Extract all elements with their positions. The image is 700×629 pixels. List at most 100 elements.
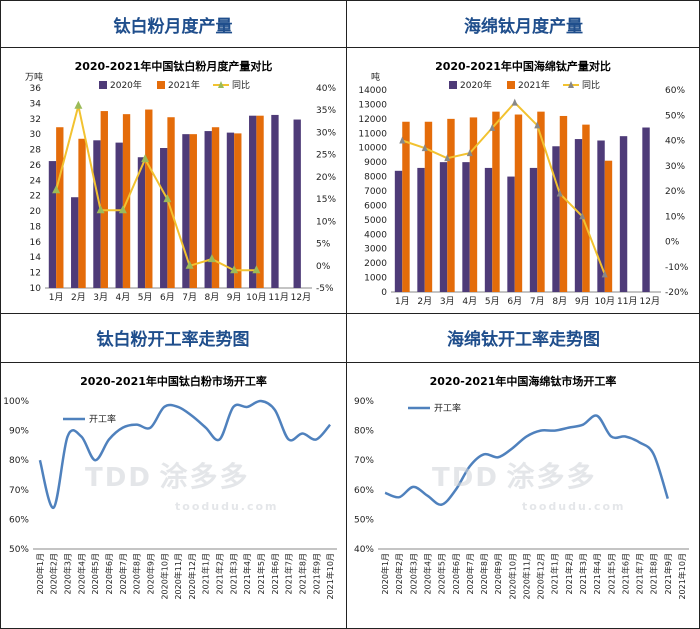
y-tick-label: 36 [30,84,42,94]
chart-sponge-rate: 2020-2021年中国海绵钛市场开工率 40% 50% 60% 70% 80% 90% 20… [354,374,689,600]
x-tick-label: 10月 [246,292,266,303]
x-tick-label: 7月 [182,292,197,303]
y-tick-label: 50% [354,515,374,525]
y2-tick-label: 40% [316,84,336,94]
legend-label-yoy: 同比 [232,79,250,91]
y-tick-label: 28 [30,146,42,156]
y-tick-label: 30 [30,130,42,140]
x-tick-label: 2021年5月 [256,553,266,594]
x-tick-label: 11月 [617,296,637,307]
x-tick-label: 2021年9月 [311,553,321,594]
y-tick-label: 60% [354,486,374,496]
row-divider-2 [0,313,700,314]
y2-tick-label: 35% [316,106,336,116]
yoy-marker [556,189,563,197]
x-tick-label: 2020年1月 [35,553,45,594]
x-tick-label: 2021年7月 [635,553,645,594]
yoy-line [55,105,257,272]
x-tick-label: 2021年3月 [228,553,238,594]
bar-2021 [492,111,500,292]
x-tick-label: 2020年9月 [493,553,503,594]
y-tick-label: 32 [30,115,41,125]
header-tio2-rate: 钛白粉开工率走势图 [96,329,250,350]
y-tick-label: 80% [354,427,374,437]
bar-2021 [189,134,197,288]
header-tio2-output: 钛白粉月度产量 [113,16,233,37]
bar-2021 [145,109,153,289]
x-tick-label: 2020年8月 [132,553,142,594]
bar-2021 [56,127,64,288]
legend-swatch-2021 [157,81,165,89]
bar-2020 [619,136,628,292]
bar-2020 [71,197,79,288]
chart-title: 2020-2021年中国钛白粉月度产量对比 [75,59,273,73]
x-tick-label: 2021年10月 [677,553,687,600]
y-tick-label: 3000 [364,245,387,255]
yoy-marker [252,265,261,274]
yoy-marker [421,144,428,152]
bar-2020 [417,167,425,292]
x-tick-label: 2020年10月 [159,553,169,600]
bar-2020 [226,132,235,288]
y-tick-label: 22 [30,192,41,202]
x-tick-label: 9月 [575,296,590,307]
x-tick-label: 2021年7月 [284,553,294,594]
bar-2020 [160,148,168,288]
y2-tick-label: 40% [665,137,685,147]
bar-2020 [182,134,190,288]
yoy-marker [163,194,172,203]
y-tick-label: 2000 [364,259,387,269]
y-tick-label: 90% [9,427,29,437]
yoy-marker [534,121,541,129]
y2-tick-label: 15% [316,195,336,205]
bar-2021 [211,127,220,288]
y2-tick-label: 30% [665,162,685,172]
chart-title: 2020-2021年中国钛白粉市场开工率 [80,374,267,388]
y2-tick-label: -5% [316,284,334,294]
y-tick-label: 14 [30,253,42,263]
y-tick-label: 14000 [358,86,387,96]
y2-tick-label: 0% [316,262,331,272]
yoy-marker [444,154,451,162]
x-tick-label: 12月 [291,292,311,303]
legend-swatch-2020 [99,81,107,89]
x-tick-label: 2021年10月 [325,553,335,600]
bar-2020 [204,131,212,288]
bar-2020 [574,139,583,292]
y-tick-label: 10000 [358,144,387,154]
bar-2021 [537,111,545,292]
bar-2021 [234,133,242,288]
yoy-marker [489,123,496,131]
utilization-line [384,414,669,506]
x-tick-label: 2020年3月 [408,553,418,594]
bar-2020 [462,162,470,292]
y-tick-label: 34 [30,99,42,109]
header-sponge-output: 海绵钛月度产量 [464,16,583,37]
x-tick-label: 2021年4月 [242,553,252,594]
x-tick-label: 2021年2月 [215,553,225,594]
y2-tick-label: -20% [665,288,689,298]
legend-label: 开工率 [89,413,116,425]
x-tick-label: 2020年6月 [104,553,114,594]
yoy-marker [579,212,586,220]
legend-swatch-2020 [449,81,457,89]
legend-swatch-2021 [507,81,515,89]
x-tick-label: 2020年5月 [90,553,100,594]
yoy-marker [96,205,105,214]
column-divider [346,0,347,629]
yoy-marker [399,136,406,144]
y2-tick-label: -10% [665,263,689,273]
y-tick-label: 13000 [358,100,387,110]
yoy-line [401,101,606,275]
y2-tick-label: 50% [665,111,685,121]
x-tick-label: 2021年9月 [663,553,673,594]
x-tick-label: 2020年12月 [187,553,197,600]
yoy-marker [141,154,150,163]
x-tick-label: 2021年8月 [297,553,307,594]
x-tick-label: 2021年1月 [550,553,560,594]
bar-2020 [48,161,57,288]
bar-2021 [100,111,108,288]
x-tick-label: 8月 [205,292,220,303]
y-tick-label: 16 [30,238,42,248]
x-tick-label: 2月 [71,292,86,303]
